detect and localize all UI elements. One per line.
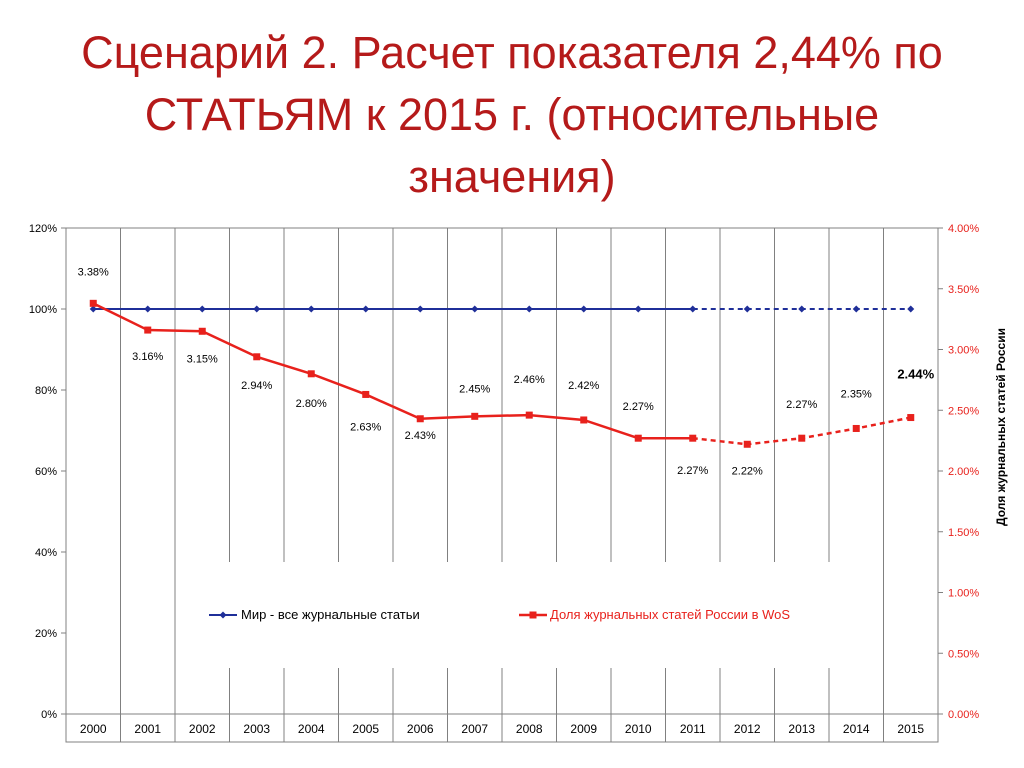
x-category-label: 2005 (352, 722, 379, 736)
x-category-label: 2006 (407, 722, 434, 736)
data-point (580, 416, 588, 424)
y-left-tick-label: 80% (35, 385, 57, 397)
data-label: 2.27% (677, 465, 708, 477)
y-left-tick-label: 100% (29, 304, 57, 316)
data-point (525, 305, 533, 313)
data-point (634, 434, 642, 442)
x-category-label: 2014 (843, 722, 870, 736)
legend: Мир - все журнальные статьи Доля журнальн… (209, 607, 790, 622)
data-label: 3.15% (187, 353, 218, 365)
y-right-tick-label: 1.50% (948, 527, 979, 539)
data-label: 2.63% (350, 421, 381, 433)
y-right-tick-label: 4.00% (948, 223, 979, 235)
y-right-tick-label: 0.50% (948, 648, 979, 660)
data-point (907, 414, 915, 422)
data-label: 2.43% (405, 430, 436, 442)
y-left-tick-label: 40% (35, 547, 57, 559)
x-category-label: 2008 (516, 722, 543, 736)
data-label: 2.46% (514, 374, 545, 386)
slide-title: Сценарий 2. Расчет показателя 2,44% по С… (40, 22, 984, 208)
data-label: 3.16% (132, 351, 163, 363)
x-category-label: 2003 (243, 722, 270, 736)
data-point (852, 305, 860, 313)
data-point (253, 353, 261, 361)
title-line-3: значения) (408, 151, 616, 202)
x-category-label: 2010 (625, 722, 652, 736)
y-left-tick-label: 0% (41, 709, 57, 721)
x-category-label: 2011 (680, 722, 706, 736)
data-point (798, 434, 806, 442)
data-point (580, 305, 588, 313)
data-point (852, 424, 860, 432)
data-point (307, 370, 315, 378)
data-label-highlight: 2.44% (897, 367, 934, 382)
data-point (362, 305, 370, 313)
legend-marker-russia (529, 611, 537, 619)
data-label: 2.27% (786, 399, 817, 411)
x-category-label: 2000 (80, 722, 107, 736)
data-label: 2.80% (296, 398, 327, 410)
x-category-label: 2013 (788, 722, 815, 736)
data-point (144, 305, 152, 313)
data-label: 2.45% (459, 383, 490, 395)
axes: 0% 20% 40% 60% 80% 100% 120% 0.00% 0.50% 1.00% 1.5… (29, 223, 1008, 736)
data-point (416, 305, 424, 313)
legend-marker-world (219, 611, 227, 619)
x-category-label: 2001 (134, 722, 161, 736)
x-category-label: 2015 (897, 722, 924, 736)
y-right-tick-label: 2.50% (948, 405, 979, 417)
y-right-tick-label: 3.00% (948, 345, 979, 357)
data-label: 2.22% (732, 465, 763, 477)
data-label: 2.42% (568, 380, 599, 392)
grid-lines (65, 227, 939, 743)
series-line-solid (92, 302, 693, 440)
legend-label-world: Мир - все журнальные статьи (241, 607, 420, 622)
x-category-label: 2004 (298, 722, 325, 736)
x-category-label: 2002 (189, 722, 216, 736)
x-category-label: 2009 (570, 722, 597, 736)
y-left-tick-label: 60% (35, 466, 57, 478)
legend-label-russia: Доля журнальных статей России в WoS (550, 607, 790, 622)
series (89, 299, 915, 448)
y-left-tick-label: 20% (35, 628, 57, 640)
y-right-tick-label: 0.00% (948, 709, 979, 721)
data-point (525, 411, 533, 419)
data-point (198, 305, 206, 313)
data-point (471, 305, 479, 313)
data-point (743, 440, 751, 448)
x-category-label: 2012 (734, 722, 761, 736)
data-point (198, 327, 206, 335)
data-label: 2.35% (841, 388, 872, 400)
data-point (144, 326, 152, 334)
data-point (743, 305, 751, 313)
y-right-tick-label: 2.00% (948, 466, 979, 478)
y-left-tick-label: 120% (29, 223, 57, 235)
data-point (689, 305, 697, 313)
data-point (307, 305, 315, 313)
data-point (89, 299, 97, 307)
data-label: 3.38% (78, 266, 109, 278)
data-point (362, 390, 370, 398)
data-label: 2.27% (623, 401, 654, 413)
data-label: 2.94% (241, 380, 272, 392)
data-point (416, 415, 424, 423)
title-line-1: Сценарий 2. Расчет показателя 2,44% по (81, 27, 943, 78)
data-point (798, 305, 806, 313)
y-right-axis-title: Доля журнальных статей России (994, 328, 1008, 526)
data-point (689, 434, 697, 442)
title-line-2: СТАТЬЯМ к 2015 г. (относительные (144, 89, 880, 140)
data-point (634, 305, 642, 313)
data-point (89, 305, 97, 313)
data-point (471, 412, 479, 420)
data-labels: 3.38% 3.16% 3.15% 2.94% 2.80% 2.63% 2.43% 2.45%… (78, 266, 935, 477)
data-point (907, 305, 915, 313)
y-right-tick-label: 3.50% (948, 284, 979, 296)
x-category-label: 2007 (461, 722, 488, 736)
y-right-tick-label: 1.00% (948, 588, 979, 600)
data-point (253, 305, 261, 313)
